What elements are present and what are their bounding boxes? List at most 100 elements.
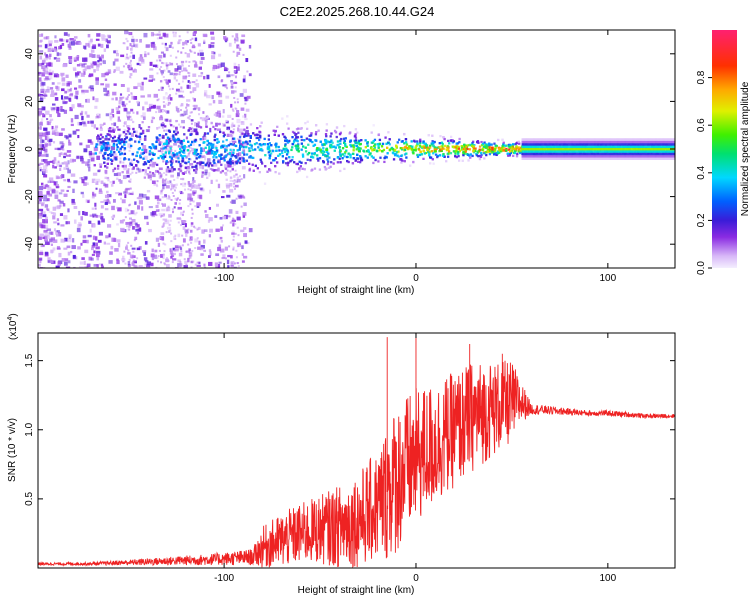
heatmap-cell: [170, 164, 173, 167]
heatmap-cell: [120, 197, 123, 200]
heatmap-cell: [68, 89, 71, 92]
heatmap-cell: [159, 80, 163, 83]
heatmap-cell: [66, 88, 70, 93]
heatmap-cell: [54, 166, 57, 169]
heatmap-cell: [128, 124, 131, 127]
heatmap-cell: [111, 108, 115, 113]
heatmap-cell: [54, 92, 58, 96]
heatmap-cell: [171, 184, 176, 187]
heatmap-cell: [155, 237, 160, 242]
heatmap-cell: [170, 135, 173, 138]
heatmap-cell: [95, 38, 100, 41]
heatmap-cell: [106, 198, 109, 203]
heatmap-cell: [165, 231, 168, 234]
heatmap-cell: [188, 64, 191, 67]
heatmap-cell: [90, 49, 95, 53]
heatmap-cell: [108, 233, 111, 238]
heatmap-cell: [113, 83, 117, 86]
heatmap-cell: [73, 205, 78, 209]
heatmap-cell: [187, 80, 190, 83]
heatmap-cell: [165, 168, 170, 173]
heatmap-cell: [204, 169, 208, 174]
heatmap-cell: [128, 180, 131, 183]
heatmap-cell: [169, 229, 172, 232]
heatmap-cell: [180, 86, 183, 89]
heatmap-cell: [205, 214, 209, 219]
heatmap-cell: [232, 222, 235, 227]
heatmap-cell: [284, 150, 287, 153]
heatmap-cell: [87, 234, 92, 238]
heatmap-cell: [116, 223, 119, 226]
heatmap-marks: [38, 30, 675, 268]
heatmap-cell: [118, 105, 121, 109]
heatmap-cell: [172, 185, 175, 188]
heatmap-cell: [126, 125, 129, 128]
heatmap-cell: [189, 229, 193, 233]
heatmap-cell: [61, 258, 66, 262]
heatmap-cell: [78, 223, 83, 227]
heatmap-cell: [245, 97, 249, 101]
heatmap-cell: [234, 107, 237, 110]
heatmap-cell: [68, 134, 72, 138]
heatmap-cell: [160, 190, 163, 193]
heatmap-cell: [132, 70, 135, 73]
heatmap-cell: [382, 148, 386, 152]
heatmap-cell: [228, 209, 233, 214]
heatmap-cell: [208, 217, 213, 222]
heatmap-cell: [45, 36, 50, 40]
heatmap-cell: [233, 174, 236, 178]
heatmap-cell: [144, 169, 147, 174]
heatmap-cell: [240, 39, 245, 44]
heatmap-cell: [190, 266, 193, 268]
heatmap-cell: [236, 37, 239, 42]
heatmap-cell: [192, 192, 195, 196]
heatmap-cell: [207, 158, 211, 163]
heatmap-cell: [97, 220, 101, 225]
heatmap-cell: [130, 163, 133, 166]
heatmap-cell: [164, 110, 167, 113]
heatmap-cell: [136, 62, 140, 66]
heatmap-cell: [58, 252, 62, 258]
heatmap-cell: [480, 140, 483, 144]
heatmap-cell: [45, 153, 49, 158]
heatmap-cell: [245, 58, 249, 63]
heatmap-cell: [177, 172, 180, 177]
heatmap-cell: [192, 108, 197, 111]
heatmap-cell: [78, 79, 82, 83]
heatmap-cell: [128, 32, 131, 35]
heatmap-cell: [156, 72, 159, 75]
heatmap-cell: [121, 199, 126, 204]
heatmap-cell: [51, 125, 54, 130]
heatmap-cell: [180, 145, 184, 149]
heatmap-cell: [83, 62, 87, 65]
heatmap-cell: [170, 41, 173, 45]
heatmap-cell: [414, 147, 417, 150]
heatmap-cell: [182, 90, 185, 93]
heatmap-cell: [50, 106, 53, 110]
heatmap-cell: [300, 138, 303, 142]
heatmap-cell: [99, 62, 103, 66]
heatmap-cell: [181, 64, 184, 67]
heatmap-cell: [245, 134, 248, 137]
heatmap-cell: [131, 262, 134, 266]
heatmap-cell: [185, 60, 188, 63]
heatmap-cell: [81, 179, 85, 184]
heatmap-cell: [348, 132, 351, 135]
heatmap-cell: [234, 75, 237, 78]
heatmap-cell: [131, 256, 134, 259]
heatmap-cell: [179, 154, 182, 157]
heatmap-cell: [41, 203, 44, 207]
heatmap-cell: [202, 135, 205, 141]
heatmap-cell: [141, 143, 144, 146]
heatmap-cell: [98, 163, 103, 166]
heatmap-cell: [200, 244, 205, 249]
heatmap-cell: [60, 238, 65, 243]
heatmap-cell: [129, 254, 134, 259]
heatmap-cell: [208, 83, 211, 88]
heatmap-cell: [329, 165, 332, 168]
heatmap-cell: [41, 224, 46, 229]
heatmap-cell: [144, 241, 148, 245]
heatmap-cell: [131, 162, 134, 165]
heatmap-cell: [204, 155, 207, 161]
heatmap-cell: [45, 43, 50, 47]
